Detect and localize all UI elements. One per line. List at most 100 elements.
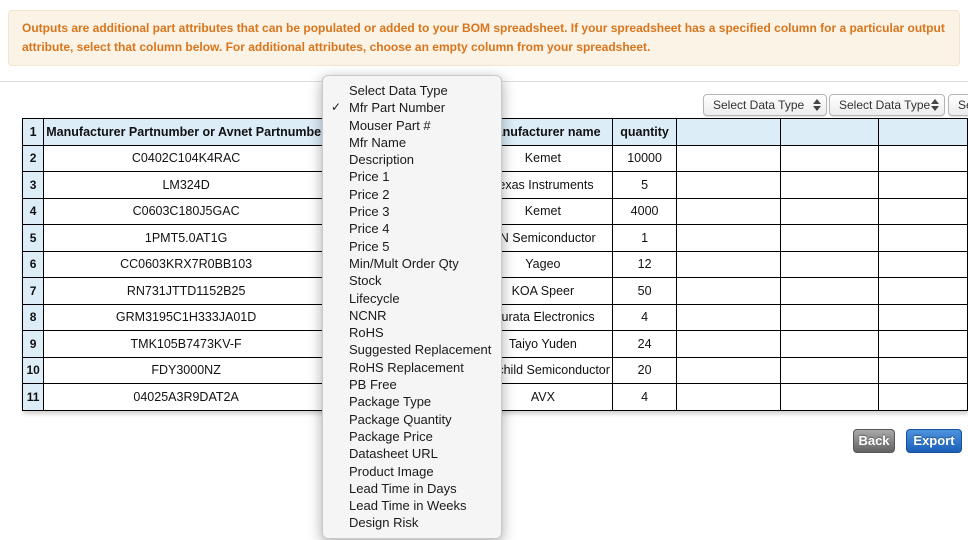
empty-cell bbox=[676, 356, 781, 384]
empty-cell bbox=[878, 277, 968, 305]
menu-item-datasheet-url[interactable]: Datasheet URL bbox=[349, 446, 438, 462]
menu-item-suggested-replacement[interactable]: Suggested Replacement bbox=[349, 342, 492, 358]
menu-item-design-risk[interactable]: Design Risk bbox=[349, 515, 419, 531]
row-number: 8 bbox=[21, 303, 45, 331]
export-button[interactable]: Export bbox=[906, 429, 962, 453]
empty-cell bbox=[779, 303, 880, 331]
menu-item-price-2[interactable]: Price 2 bbox=[349, 186, 390, 202]
select-stepper-icon bbox=[931, 99, 939, 111]
menu-item-rohs-replacement[interactable]: RoHS Replacement bbox=[349, 359, 464, 375]
qty-cell: 24 bbox=[611, 330, 678, 358]
empty-cell bbox=[878, 383, 968, 411]
empty-cell bbox=[676, 144, 781, 172]
part-cell: 04025A3R9DAT2A bbox=[43, 383, 329, 411]
row-number: 11 bbox=[21, 383, 45, 411]
row-number: 9 bbox=[21, 330, 45, 358]
qty-cell: 20 bbox=[611, 356, 678, 384]
part-cell: RN731JTTD1152B25 bbox=[43, 277, 329, 305]
part-cell: GRM3195C1H333JA01D bbox=[43, 303, 329, 331]
empty-cell bbox=[878, 197, 968, 225]
menu-item-lead-time-weeks[interactable]: Lead Time in Weeks bbox=[349, 498, 467, 514]
empty-cell bbox=[779, 144, 880, 172]
empty-cell bbox=[676, 197, 781, 225]
row-number: 2 bbox=[21, 144, 45, 172]
col-header-empty-2 bbox=[779, 118, 880, 146]
empty-cell bbox=[779, 250, 880, 278]
menu-item-min-mult-order-qty[interactable]: Min/Mult Order Qty bbox=[349, 255, 459, 271]
part-cell: C0402C104K4RAC bbox=[43, 144, 329, 172]
col-header-partnumber: Manufacturer Partnumber or Avnet Partnum… bbox=[43, 118, 329, 146]
qty-cell: 1 bbox=[611, 224, 678, 252]
qty-cell: 5 bbox=[611, 171, 678, 199]
empty-cell bbox=[779, 197, 880, 225]
empty-cell bbox=[676, 383, 781, 411]
empty-cell bbox=[878, 144, 968, 172]
part-cell: CC0603KRX7R0BB103 bbox=[43, 250, 329, 278]
empty-cell bbox=[676, 303, 781, 331]
menu-item-mfr-part-number-checked[interactable]: ✓ Mfr Part Number bbox=[331, 100, 446, 116]
select-stepper-icon bbox=[813, 99, 821, 111]
menu-item-price-1[interactable]: Price 1 bbox=[349, 169, 390, 185]
column-data-type-select-2[interactable]: Select Data Type bbox=[829, 94, 945, 116]
menu-item-package-type[interactable]: Package Type bbox=[349, 394, 432, 410]
menu-item-ncnr[interactable]: NCNR bbox=[349, 307, 387, 323]
table-row: 2 C0402C104K4RAC Kemet 10000 bbox=[21, 144, 968, 172]
qty-cell: 4 bbox=[611, 383, 678, 411]
row-number: 1 bbox=[21, 118, 45, 146]
empty-cell bbox=[676, 224, 781, 252]
empty-cell bbox=[779, 277, 880, 305]
empty-cell bbox=[676, 277, 781, 305]
menu-item-package-price[interactable]: Package Price bbox=[349, 428, 433, 444]
menu-item-product-image[interactable]: Product Image bbox=[349, 463, 434, 479]
select-label: Select Data Type bbox=[839, 98, 931, 112]
part-cell: LM324D bbox=[43, 171, 329, 199]
qty-cell: 4 bbox=[611, 303, 678, 331]
empty-cell bbox=[878, 171, 968, 199]
row-number: 4 bbox=[21, 197, 45, 225]
empty-cell bbox=[779, 171, 880, 199]
menu-item-rohs[interactable]: RoHS bbox=[349, 325, 384, 341]
empty-cell bbox=[878, 356, 968, 384]
menu-item-select-data-type[interactable]: Select Data Type bbox=[349, 83, 448, 98]
empty-cell bbox=[779, 383, 880, 411]
outputs-notice: Outputs are additional part attributes t… bbox=[8, 10, 960, 67]
menu-item-price-4[interactable]: Price 4 bbox=[349, 221, 390, 237]
menu-item-price-5[interactable]: Price 5 bbox=[349, 238, 390, 254]
checkmark-icon: ✓ bbox=[331, 100, 342, 115]
data-type-menu: Select Data Type ✓ Mfr Part Number Mouser… bbox=[322, 75, 502, 539]
menu-item-lifecycle[interactable]: Lifecycle bbox=[349, 290, 400, 306]
column-data-type-select-3[interactable]: Select Data Type bbox=[948, 94, 968, 116]
row-number: 10 bbox=[21, 356, 45, 384]
empty-cell bbox=[878, 303, 968, 331]
empty-cell bbox=[779, 356, 880, 384]
empty-cell bbox=[676, 330, 781, 358]
part-cell: C0603C180J5GAC bbox=[43, 197, 329, 225]
menu-item-stock[interactable]: Stock bbox=[349, 273, 382, 289]
row-number: 3 bbox=[21, 171, 45, 199]
empty-cell bbox=[676, 171, 781, 199]
select-label: Select Data Type bbox=[713, 98, 805, 112]
empty-cell bbox=[878, 224, 968, 252]
row-number: 7 bbox=[21, 277, 45, 305]
menu-item-mfr-name[interactable]: Mfr Name bbox=[349, 134, 407, 150]
col-header-quantity: quantity bbox=[611, 118, 678, 146]
qty-cell: 4000 bbox=[611, 197, 678, 225]
empty-cell bbox=[676, 250, 781, 278]
part-cell: TMK105B7473KV-F bbox=[43, 330, 329, 358]
menu-item-pb-free[interactable]: PB Free bbox=[349, 377, 397, 393]
empty-cell bbox=[878, 330, 968, 358]
qty-cell: 12 bbox=[611, 250, 678, 278]
col-header-empty-1 bbox=[676, 118, 781, 146]
qty-cell: 10000 bbox=[611, 144, 678, 172]
menu-item-package-quantity[interactable]: Package Quantity bbox=[349, 411, 452, 427]
menu-item-mouser-part[interactable]: Mouser Part # bbox=[349, 117, 431, 133]
menu-item-price-3[interactable]: Price 3 bbox=[349, 204, 390, 220]
menu-item-description[interactable]: Description bbox=[349, 152, 415, 168]
back-button[interactable]: Back bbox=[853, 429, 895, 453]
empty-cell bbox=[878, 250, 968, 278]
empty-cell bbox=[779, 330, 880, 358]
column-data-type-select-1[interactable]: Select Data Type bbox=[703, 94, 827, 116]
row-number: 5 bbox=[21, 224, 45, 252]
menu-item-lead-time-days[interactable]: Lead Time in Days bbox=[349, 480, 457, 496]
col-header-empty-3 bbox=[878, 118, 968, 146]
